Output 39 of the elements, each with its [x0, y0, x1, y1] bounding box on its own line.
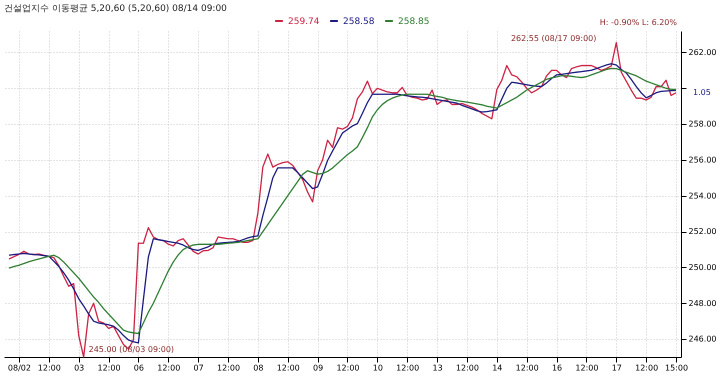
- x-tick-label: 12:00: [635, 364, 658, 372]
- annotation: 245.00 (08/03 09:00): [88, 345, 174, 354]
- x-tick-label: 12:00: [396, 364, 420, 372]
- annotation: 262.55 (08/17 09:00): [510, 34, 596, 43]
- x-tick-label: 09: [313, 364, 324, 372]
- x-tick-label: 17: [612, 364, 622, 372]
- x-tick-label: 12:00: [575, 364, 598, 372]
- x-tick-label: 12:00: [336, 364, 360, 372]
- x-tick-label: 08/02: [8, 364, 31, 372]
- x-tick-label: 13: [432, 364, 443, 372]
- x-tick-label: 12:00: [216, 364, 240, 372]
- legend-label: 259.74: [288, 17, 320, 27]
- text: 1.05: [693, 88, 711, 97]
- y-tick-label: 256.00: [688, 155, 716, 164]
- y-tick-label: 246.00: [688, 334, 716, 344]
- y-tick-label: 252.00: [688, 227, 716, 236]
- x-tick-label: 12:00: [98, 364, 121, 372]
- x-tick-label: 03: [74, 364, 84, 372]
- y-tick-label: 254.00: [688, 191, 716, 200]
- y-tick-label: 248.00: [688, 298, 716, 308]
- x-tick-label: 12:00: [276, 364, 300, 372]
- y-tick-label: 250.00: [688, 262, 716, 272]
- x-tick-label: 14: [492, 364, 502, 372]
- x-tick-label: 08: [253, 364, 264, 372]
- x-tick-label: 10: [372, 364, 383, 372]
- text: H: -0.90% L: 6.20%: [600, 18, 678, 27]
- x-tick-label: 07: [194, 364, 204, 372]
- x-tick-label: 12:00: [38, 364, 61, 372]
- x-tick-label: 15:00: [664, 364, 688, 372]
- chart-title: 건설업지수 이동평균 5,20,60 (5,20,60) 08/14 09:00: [4, 4, 228, 14]
- x-tick-label: 12:00: [157, 364, 180, 372]
- legend-label: 258.58: [343, 17, 375, 27]
- x-tick-label: 06: [134, 364, 144, 372]
- x-tick-label: 12:00: [516, 364, 539, 372]
- y-tick-label: 262.00: [688, 48, 716, 57]
- y-tick-label: 258.00: [688, 120, 716, 129]
- legend-label: 258.85: [398, 17, 430, 27]
- x-tick-label: 12:00: [456, 364, 479, 372]
- x-tick-label: 16: [552, 364, 562, 372]
